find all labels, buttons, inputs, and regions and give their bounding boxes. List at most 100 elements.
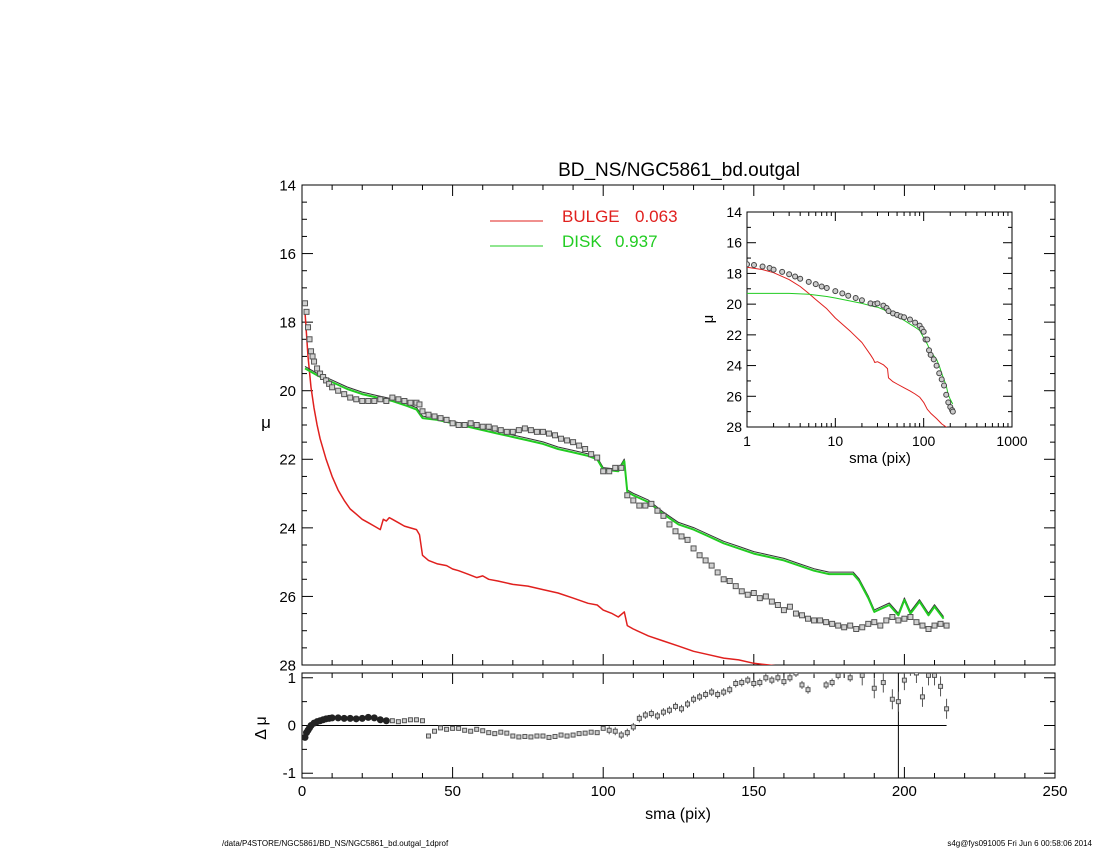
res-point: [407, 717, 413, 723]
res-point: [721, 689, 727, 695]
inset-plot: 14 16 18 20 22 24 26 281 10 100 1000 sma (pix) μ: [700, 204, 1028, 467]
data-point: [497, 427, 504, 434]
res-ylabel: Δ μ: [253, 716, 270, 739]
inset-xtick-label: 1: [743, 433, 751, 449]
data-point: [431, 413, 438, 420]
res-point: [895, 699, 901, 705]
res-point: [739, 680, 745, 686]
inset-data-point: [920, 328, 927, 335]
main-plot: 14 16 18 20 22 24 26 28 μ BULGE 0.063 DISK 0.937: [261, 177, 1056, 674]
res-point: [370, 714, 378, 722]
res-point: [474, 726, 480, 732]
data-point: [642, 502, 649, 509]
res-point: [709, 689, 715, 695]
res-point: [540, 733, 546, 739]
inset-data-point: [797, 275, 804, 282]
inset-data-point: [747, 261, 750, 268]
res-point: [346, 714, 354, 722]
legend-value-disk: 0.937: [615, 232, 658, 251]
res-point: [468, 728, 474, 734]
res-point: [829, 680, 835, 686]
data-point: [314, 365, 321, 372]
res-point: [793, 673, 799, 676]
data-point: [365, 398, 372, 404]
data-point: [738, 588, 745, 595]
data-point: [416, 401, 423, 408]
res-point: [395, 719, 401, 725]
data-point: [666, 521, 673, 528]
res-point: [438, 725, 444, 731]
res-xtick-label: 100: [591, 783, 616, 800]
res-point: [576, 731, 582, 737]
res-point: [600, 725, 606, 731]
data-point: [829, 620, 836, 627]
res-point: [913, 673, 919, 676]
res-point: [401, 718, 407, 724]
res-point: [642, 712, 648, 718]
res-point: [901, 677, 907, 683]
res-point: [588, 729, 594, 735]
inset-ytick-label: 22: [726, 327, 742, 343]
data-point: [383, 398, 390, 404]
res-point: [841, 673, 847, 674]
res-point: [582, 730, 588, 736]
data-point: [708, 562, 715, 569]
res-point: [376, 716, 384, 724]
data-point: [419, 408, 426, 415]
res-ytick-label: -1: [283, 765, 296, 782]
footer-timestamp: s4g@fys091005 Fri Jun 6 00:58:06 2014: [947, 839, 1092, 848]
data-point: [576, 442, 583, 449]
data-point: [805, 615, 812, 622]
res-point: [492, 731, 498, 737]
res-point: [444, 726, 450, 732]
data-point: [859, 624, 866, 631]
data-point: [624, 492, 631, 499]
res-point: [528, 734, 534, 740]
data-point: [678, 533, 685, 540]
res-point: [504, 730, 510, 736]
data-point: [449, 420, 456, 427]
res-point: [880, 680, 886, 686]
main-ytick-label: 18: [279, 315, 296, 332]
data-point: [564, 437, 571, 444]
data-point: [744, 591, 751, 598]
res-point: [654, 713, 660, 719]
data-point: [347, 394, 354, 401]
inset-data-point: [874, 300, 881, 307]
data-point: [485, 423, 492, 430]
data-point: [306, 336, 313, 343]
res-series-group: [302, 673, 950, 778]
data-point: [533, 428, 540, 435]
res-point: [456, 725, 462, 731]
res-xlabel: sma (pix): [645, 806, 711, 823]
inset-xtick-label: 10: [828, 433, 844, 449]
data-point: [811, 617, 818, 624]
res-point: [450, 725, 456, 731]
data-point: [889, 614, 896, 620]
data-point: [762, 593, 769, 600]
res-point: [480, 728, 486, 734]
data-point: [503, 428, 510, 435]
res-point: [486, 730, 492, 736]
res-point: [618, 732, 624, 738]
inset-ytick-label: 18: [726, 265, 742, 281]
res-point: [648, 711, 654, 717]
data-point: [443, 416, 450, 423]
res-point: [805, 687, 811, 693]
data-point: [823, 619, 830, 626]
res-point: [727, 687, 733, 693]
main-ylabel: μ: [261, 413, 271, 432]
res-point: [558, 732, 564, 738]
res-point: [745, 677, 751, 683]
res-point: [685, 701, 691, 707]
res-point: [630, 724, 636, 730]
main-series-group: [302, 300, 950, 665]
res-xtick-label: 150: [741, 783, 766, 800]
inset-data-point: [938, 376, 945, 383]
data-point: [359, 398, 366, 404]
res-point: [594, 730, 600, 736]
data-point: [302, 300, 309, 307]
data-point: [527, 427, 534, 434]
inset-ytick-label: 28: [726, 419, 742, 435]
disk-line: [304, 367, 945, 620]
